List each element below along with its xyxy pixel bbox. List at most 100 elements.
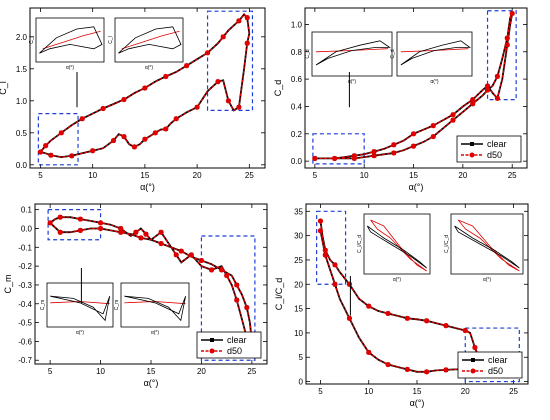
inset-curve <box>454 225 520 269</box>
inset-plot: α(°) C_d <box>390 31 473 85</box>
chart-panel-3: 5 10 15 20 25 0.1 0.0 -0.1 -0.2 -0.3 -0.4 -0.5 -0.6 -… <box>3 203 268 388</box>
data-point-d50 <box>163 126 169 132</box>
x-tick-label: 5 <box>318 387 323 396</box>
inset-frame <box>363 213 431 275</box>
x-tick-label: 25 <box>245 171 254 180</box>
data-point-d50 <box>100 105 106 112</box>
y-tick-label: 1.0 <box>291 20 303 29</box>
data-point-d50 <box>158 229 164 235</box>
data-point-d50 <box>97 225 104 232</box>
inset-frame <box>450 213 524 275</box>
y-axis-label-text: C_l <box>0 81 8 95</box>
y-tick-label: 5 <box>299 353 304 362</box>
data-point-d50 <box>198 257 205 264</box>
inset-x-label: α(°) <box>348 79 357 85</box>
data-point-d50 <box>131 144 138 150</box>
x-tick-label: 25 <box>508 171 517 180</box>
inset-y-label: C_l <box>29 36 35 44</box>
data-point-d50 <box>225 98 232 104</box>
y-tick-label: -0.1 <box>18 243 32 252</box>
x-tick-label: 10 <box>364 387 373 396</box>
y-tick-label: -0.7 <box>18 356 32 365</box>
data-point-d50 <box>158 240 164 247</box>
data-point-d50 <box>77 227 83 233</box>
data-point-d50 <box>244 40 250 46</box>
plot-frame <box>29 7 266 169</box>
y-axis-label: C_m <box>3 274 13 293</box>
y-tick-label: -0.4 <box>18 300 32 309</box>
y-axis-label: C_d <box>273 80 283 97</box>
x-tick-label: 20 <box>458 171 467 180</box>
data-point-d50 <box>430 133 436 140</box>
inset-x-label: α(°) <box>393 277 402 283</box>
data-point-d50 <box>366 349 372 355</box>
data-point-d50 <box>133 229 139 235</box>
data-point-d50 <box>410 143 417 149</box>
data-point-d50 <box>204 50 211 56</box>
y-tick-label: 10 <box>294 329 303 338</box>
inset-plot: α(°) C_l <box>108 17 184 71</box>
y-axis-label-text: C_l/C_d <box>274 278 284 311</box>
legend-marker-clear <box>471 358 475 362</box>
inset-plot: α(°) C_m <box>40 282 114 336</box>
x-tick-label: 15 <box>413 387 422 396</box>
x-tick-label: 20 <box>461 387 470 396</box>
data-point-d50 <box>118 225 124 232</box>
data-point-d50 <box>346 281 353 287</box>
highlight-region-box <box>47 209 102 241</box>
inset-curve <box>124 295 186 322</box>
data-point-d50 <box>504 42 510 48</box>
data-point-d50 <box>504 35 510 41</box>
legend-marker-clear <box>210 338 214 342</box>
data-point-d50 <box>138 235 144 241</box>
legend-label-d50: d50 <box>227 346 242 356</box>
data-point-d50 <box>332 262 338 268</box>
data-point-d50 <box>79 116 85 122</box>
y-tick-label: 30 <box>294 232 303 241</box>
inset-y-label: C_m <box>40 300 46 311</box>
data-point-d50 <box>57 214 63 220</box>
data-point-d50 <box>188 252 194 258</box>
data-point-d50 <box>43 143 49 149</box>
data-point-d50 <box>236 18 242 24</box>
y-tick-label: -0.2 <box>18 262 32 271</box>
legend-frame <box>457 351 523 379</box>
y-tick-label: 20 <box>294 280 303 289</box>
data-point-d50 <box>57 229 63 235</box>
data-point-d50 <box>142 85 148 91</box>
y-tick-label: 0.5 <box>16 129 28 138</box>
inset-plot: α(°) C_m <box>114 282 190 336</box>
data-point-d50 <box>494 73 500 79</box>
data-point-d50 <box>152 130 158 136</box>
y-tick-label: 0.8 <box>291 48 303 57</box>
inset-curve <box>370 219 427 272</box>
inset-curve <box>42 30 101 50</box>
highlight-region-box <box>316 210 347 285</box>
data-point-d50 <box>142 136 148 142</box>
y-tick-label: -0.6 <box>18 337 32 346</box>
inset-curve <box>366 225 427 269</box>
highlight-region-box <box>37 112 79 166</box>
legend-label-d50: d50 <box>487 150 502 160</box>
legend-frame <box>456 135 522 163</box>
data-point-d50 <box>121 96 127 103</box>
data-point-d50 <box>121 134 127 140</box>
highlight-region-box <box>312 133 365 165</box>
legend-label-clear: clear <box>227 335 247 345</box>
inset-frame <box>120 282 190 328</box>
data-point-d50 <box>208 267 215 273</box>
data-point-d50 <box>322 252 328 258</box>
x-tick-label: 25 <box>247 367 256 376</box>
inset-frame <box>396 31 473 77</box>
data-point-d50 <box>366 303 372 309</box>
x-tick-label: 15 <box>140 171 149 180</box>
legend-marker-clear <box>470 142 474 146</box>
data-point-d50 <box>224 272 230 279</box>
data-point-d50 <box>48 152 54 158</box>
data-point-d50 <box>430 123 436 129</box>
data-point-d50 <box>236 104 242 110</box>
inset-plot: α(°) C_l <box>29 17 105 71</box>
